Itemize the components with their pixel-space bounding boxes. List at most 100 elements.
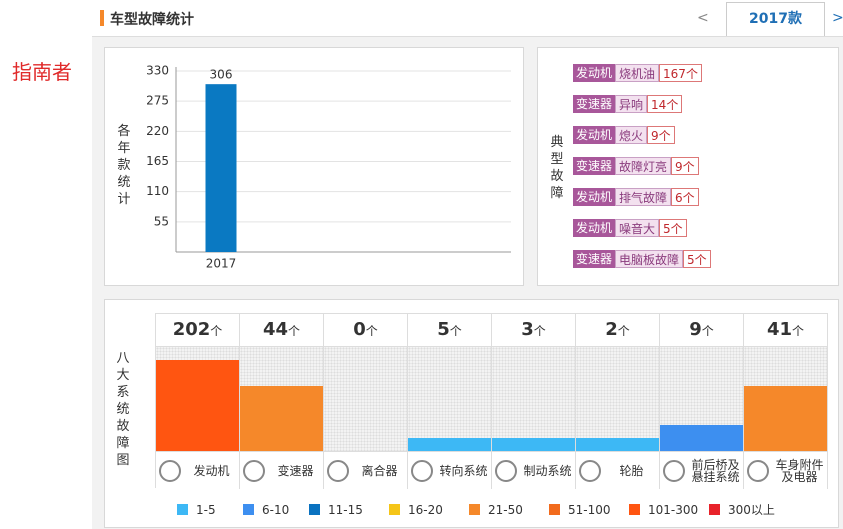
system-icon-cell: 变速器 xyxy=(240,451,323,490)
legend-swatch xyxy=(709,504,720,515)
bar-area xyxy=(744,347,827,451)
system-count: 0个 xyxy=(324,314,407,347)
legend-item: 51-100 xyxy=(549,501,629,518)
system-column: 41个 车身附件及电器 xyxy=(744,314,828,490)
fault-row: 发动机 烧机油 167个 xyxy=(573,64,711,82)
fault-name: 排气故障 xyxy=(615,188,672,206)
legend-item: 300以上 xyxy=(709,501,789,518)
system-name: 轮胎 xyxy=(619,464,644,478)
system-count: 3个 xyxy=(492,314,575,347)
system-count-unit: 个 xyxy=(449,324,462,338)
system-icon-cell: 发动机 xyxy=(156,451,239,490)
legend-label: 1-5 xyxy=(196,502,216,517)
legend-item: 101-300 xyxy=(629,501,709,518)
y-tick-label: 110 xyxy=(146,184,169,198)
fault-system: 变速器 xyxy=(573,95,616,113)
system-column: 2个轮胎 xyxy=(576,314,660,490)
year-tab[interactable]: 2017款 xyxy=(726,2,825,36)
system-count: 202个 xyxy=(156,314,239,347)
legend-swatch xyxy=(389,504,400,515)
y-tick-label: 275 xyxy=(146,94,169,108)
system-bar xyxy=(576,438,659,451)
legend-label: 21-50 xyxy=(488,502,523,517)
system-count: 44个 xyxy=(240,314,323,347)
system-icon xyxy=(662,460,685,482)
fault-row: 变速器 异响 14个 xyxy=(573,95,711,113)
bar-area xyxy=(408,347,491,451)
system-count-unit: 个 xyxy=(533,324,546,338)
y-tick-label: 55 xyxy=(154,214,169,228)
fault-count: 9个 xyxy=(647,126,675,144)
system-bar xyxy=(492,438,575,451)
system-bar xyxy=(156,360,239,451)
system-count: 9个 xyxy=(660,314,743,347)
system-count-unit: 个 xyxy=(288,324,301,338)
system-count-value: 9 xyxy=(689,319,702,340)
fault-count: 14个 xyxy=(647,95,683,113)
next-button[interactable]: > xyxy=(832,10,843,26)
system-icon-cell: 轮胎 xyxy=(576,451,659,490)
system-icon xyxy=(242,460,265,482)
system-count-value: 44 xyxy=(262,319,289,340)
system-column: 44个变速器 xyxy=(240,314,324,490)
fault-count: 6个 xyxy=(671,188,699,206)
fault-count: 5个 xyxy=(659,219,687,237)
legend-item: 1-5 xyxy=(177,501,243,518)
system-icon-cell: 转向系统 xyxy=(408,451,491,490)
y-axis-label: 各年款统计 xyxy=(117,124,131,207)
fault-count-unit: 个 xyxy=(658,129,671,143)
bar-area xyxy=(240,347,323,451)
legend-label: 16-20 xyxy=(408,502,443,517)
fault-count-unit: 个 xyxy=(670,222,683,236)
system-icon-cell: 前后桥及悬挂系统 xyxy=(660,451,743,490)
legend-item: 21-50 xyxy=(469,501,549,518)
fault-row: 发动机 噪音大 5个 xyxy=(573,219,711,237)
legend-item: 16-20 xyxy=(389,501,469,518)
system-bar xyxy=(240,386,323,451)
system-bar xyxy=(660,425,743,451)
bar-area xyxy=(156,347,239,451)
fault-system: 发动机 xyxy=(573,126,616,144)
fault-count-value: 9 xyxy=(651,129,659,143)
system-column: 5个 转向系统 xyxy=(408,314,492,490)
systems-grid: 202个 发动机 44个 变速器 0个 离合器 5个 转向系统 3个 制动系统 2个 轮胎 9个 前后桥及… xyxy=(155,313,828,490)
system-icon xyxy=(158,460,181,482)
system-icon xyxy=(410,460,433,482)
system-name: 离合器 xyxy=(361,464,398,478)
bar-area xyxy=(660,347,743,451)
system-bar xyxy=(408,438,491,451)
header: 车型故障统计 < 2017款 > xyxy=(92,0,843,37)
title-marker xyxy=(100,10,104,26)
prev-button[interactable]: < xyxy=(697,10,709,26)
system-count-value: 2 xyxy=(605,319,618,340)
system-name: 变速器 xyxy=(277,464,314,478)
y-tick-label: 330 xyxy=(146,64,169,78)
fault-count-value: 5 xyxy=(687,253,695,267)
fault-row: 变速器 电脑板故障 5个 xyxy=(573,250,711,268)
legend-swatch xyxy=(177,504,188,515)
fault-count-unit: 个 xyxy=(694,253,707,267)
system-column: 202个发动机 xyxy=(156,314,240,490)
system-name: 转向系统 xyxy=(439,464,488,478)
header-title: 车型故障统计 xyxy=(110,12,194,28)
system-name: 车身附件及电器 xyxy=(775,458,824,484)
typical-box: 典型故障 发动机 烧机油 167个 变速器 异响 14个 发动机 熄火 9个 变速器 故障灯亮 9个发… xyxy=(537,47,839,286)
fault-count-unit: 个 xyxy=(666,98,679,112)
fault-row: 发动机 排气故障 6个 xyxy=(573,188,711,206)
system-count-unit: 个 xyxy=(617,324,630,338)
system-icon-cell: 离合器 xyxy=(324,451,407,490)
fault-name: 故障灯亮 xyxy=(615,157,672,175)
legend-label: 11-15 xyxy=(328,502,363,517)
fault-system: 发动机 xyxy=(573,64,616,82)
y-tick-label: 220 xyxy=(146,124,169,138)
x-tick-label: 2017 xyxy=(206,257,237,271)
systems-box: 八大系统故障图 202个 发动机 44个 变速器 0个 离合器 5个 转向系统 3个 制动系统 2个… xyxy=(104,299,839,528)
fault-system: 变速器 xyxy=(573,250,616,268)
system-column: 3个 制动系统 xyxy=(492,314,576,490)
legend-label: 51-100 xyxy=(568,502,611,517)
legend-swatch xyxy=(469,504,480,515)
system-icon-cell: 车身附件及电器 xyxy=(744,451,827,490)
year-chart: 55 110 165 220 275 330 306 2017 xyxy=(146,64,511,271)
fault-system: 变速器 xyxy=(573,157,616,175)
fault-count-unit: 个 xyxy=(682,160,695,174)
